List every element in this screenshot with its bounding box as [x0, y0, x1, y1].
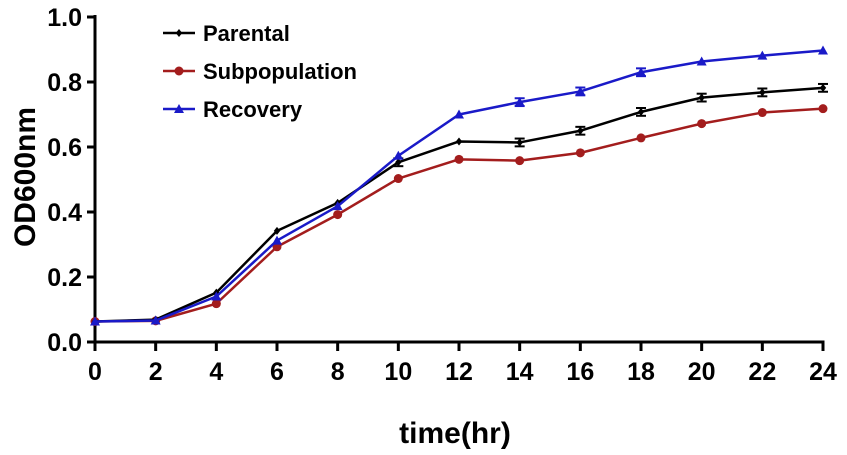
x-tick-label: 4 — [209, 358, 223, 386]
data-point-subpopulation — [697, 119, 707, 129]
data-point-recovery — [150, 315, 161, 325]
x-tick-label: 24 — [809, 358, 837, 386]
data-point-subpopulation — [818, 104, 828, 114]
x-tick-label: 8 — [331, 358, 345, 386]
data-point-parental — [819, 83, 827, 92]
data-point-subpopulation — [757, 108, 767, 118]
legend-marker-subpopulation — [174, 66, 184, 76]
data-point-recovery — [332, 201, 343, 211]
data-point-parental — [273, 226, 281, 235]
x-tick-label: 16 — [566, 358, 594, 386]
y-tick-label: 0.6 — [47, 134, 82, 162]
x-axis-title: time(hr) — [399, 417, 511, 450]
x-tick-label: 0 — [88, 358, 102, 386]
data-point-parental — [759, 88, 766, 97]
data-point-recovery — [696, 56, 707, 66]
legend-label-recovery: Recovery — [203, 97, 303, 122]
legend-marker-parental — [175, 29, 183, 37]
data-point-subpopulation — [393, 174, 403, 184]
data-point-recovery — [272, 235, 282, 245]
x-tick-label: 6 — [270, 358, 284, 386]
data-point-parental — [395, 158, 402, 167]
data-point-recovery — [393, 150, 404, 160]
data-point-recovery — [514, 97, 525, 107]
x-tick-label: 12 — [445, 358, 473, 386]
legend: Parental Subpopulation Recovery — [163, 21, 357, 122]
data-point-recovery — [90, 316, 100, 326]
legend-marker-recovery — [174, 104, 184, 113]
data-point-subpopulation — [575, 148, 585, 158]
x-tick-label: 20 — [688, 358, 716, 386]
legend-label-subpopulation: Subpopulation — [203, 59, 357, 84]
axes: 0.00.20.40.60.81.00 2 4 6 8 10 12 14 16 18 20 22 24 — [47, 4, 837, 386]
data-point-subpopulation — [454, 154, 464, 164]
data-point-subpopulation — [636, 133, 646, 143]
data-point-subpopulation — [211, 299, 221, 309]
y-tick-label: 0.4 — [47, 199, 82, 227]
legend-label-parental: Parental — [203, 21, 290, 46]
y-tick-label: 1.0 — [47, 4, 82, 32]
x-tick-label: 22 — [748, 358, 776, 386]
series-line-recovery — [94, 49, 824, 323]
x-tick-label: 2 — [149, 358, 163, 386]
y-tick-label: 0.0 — [47, 329, 82, 357]
data-point-recovery — [575, 86, 586, 96]
data-point-recovery — [757, 50, 768, 60]
x-tick-label: 14 — [506, 358, 534, 386]
x-tick-label: 10 — [384, 358, 412, 386]
data-point-parental — [455, 137, 463, 146]
data-point-recovery — [818, 45, 828, 55]
series-recovery — [90, 45, 828, 326]
data-point-recovery — [211, 291, 222, 301]
y-axis-title: OD600nm — [9, 107, 42, 247]
data-point-parental — [637, 107, 645, 116]
data-point-subpopulation — [515, 156, 525, 166]
y-tick-label: 0.2 — [47, 264, 82, 292]
y-tick-label: 0.8 — [47, 69, 82, 97]
data-point-recovery — [454, 109, 464, 119]
series-subpopulation — [90, 104, 828, 327]
data-point-parental — [577, 126, 584, 135]
data-point-subpopulation — [333, 210, 343, 220]
data-point-parental — [698, 93, 705, 102]
data-point-recovery — [636, 67, 646, 77]
data-point-parental — [516, 138, 523, 147]
series-layer — [90, 45, 828, 327]
x-tick-label: 18 — [627, 358, 655, 386]
series-line-parental — [94, 86, 824, 323]
